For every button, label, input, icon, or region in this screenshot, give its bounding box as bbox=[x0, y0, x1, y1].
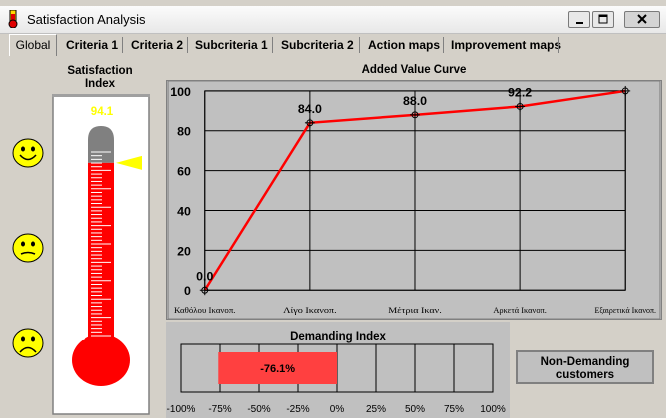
y-tick-label: 40 bbox=[177, 204, 191, 218]
tab-global[interactable]: Global bbox=[9, 34, 57, 56]
maximize-button[interactable] bbox=[592, 11, 614, 28]
window-title: Satisfaction Analysis bbox=[27, 12, 146, 27]
customer-status-box: Non-Demanding customers bbox=[516, 350, 654, 384]
close-icon bbox=[637, 14, 647, 24]
happy-face-icon bbox=[12, 138, 44, 168]
data-value-label: 92.2 bbox=[508, 86, 532, 100]
tab-improvement-maps[interactable]: Improvement maps bbox=[451, 38, 562, 52]
demanding-tick-label: -100% bbox=[167, 404, 196, 415]
tab-separator bbox=[122, 37, 123, 53]
thermometer-cap bbox=[88, 126, 114, 140]
sad-face-icon bbox=[12, 328, 44, 358]
minimize-icon bbox=[576, 22, 583, 24]
demanding-index-chart: -100% -75% -50% -25% 0% 25% 50% 75% 100% -76.1% bbox=[167, 343, 506, 415]
thermometer-fill bbox=[88, 162, 114, 346]
tab-separator bbox=[558, 37, 559, 53]
data-value-label: 84.0 bbox=[298, 102, 322, 116]
demanding-grid: -100% -75% -50% -25% 0% 25% 50% 75% 100% bbox=[167, 343, 506, 415]
x-tick-label: Αρκετά Ικανοπ. bbox=[493, 306, 547, 315]
added-value-curve-chart: 100 80 60 40 20 0 Καθόλου Ικανοπ. Λίγο Ικανοπ. Μ… bbox=[166, 80, 662, 320]
demanding-tick-label: 75% bbox=[444, 404, 464, 415]
title-bar[interactable]: Satisfaction Analysis bbox=[0, 6, 666, 34]
y-tick-label: 60 bbox=[177, 165, 191, 179]
demanding-tick-label: 25% bbox=[366, 404, 386, 415]
satisfaction-pointer-icon bbox=[116, 155, 142, 170]
y-tick-label: 100 bbox=[170, 85, 191, 99]
thermometer-scale-label: 50 bbox=[74, 239, 86, 251]
demanding-tick-label: 100% bbox=[480, 404, 506, 415]
y-tick-label: 0 bbox=[184, 284, 191, 298]
tab-criteria-1[interactable]: Criteria 1 bbox=[66, 38, 119, 52]
satisfaction-value-label: 94.1 bbox=[91, 106, 114, 118]
customer-status-line1: Non-Demanding bbox=[540, 356, 630, 368]
x-tick-label: Μέτρια Ικαν. bbox=[388, 306, 442, 315]
thermometer-scale-label: 80 bbox=[74, 184, 86, 196]
chart-background bbox=[167, 81, 661, 319]
close-button[interactable] bbox=[624, 11, 660, 28]
demanding-tick-label: -75% bbox=[208, 404, 231, 415]
tab-subcriteria-1[interactable]: Subcriteria 1 bbox=[195, 38, 268, 52]
thermometer-scale-label: 20 bbox=[74, 294, 86, 306]
thermometer-scale-label: 40 bbox=[74, 257, 86, 269]
tab-strip: Global Criteria 1 Criteria 2 Subcriteria… bbox=[0, 34, 666, 56]
tab-criteria-2[interactable]: Criteria 2 bbox=[131, 38, 184, 52]
thermometer-scale-label: 90 bbox=[74, 165, 86, 177]
x-tick-label: Εξαιρετικά Ικανοπ. bbox=[594, 306, 655, 315]
added-value-title: Added Value Curve bbox=[361, 64, 467, 76]
tab-separator bbox=[359, 37, 360, 53]
thermometer-bulb bbox=[72, 334, 130, 386]
tab-separator bbox=[443, 37, 444, 53]
demanding-bar bbox=[218, 352, 337, 384]
thermometer-scale-label: 10 bbox=[74, 313, 86, 325]
data-value-label: 88.0 bbox=[403, 94, 427, 108]
satisfaction-title-line1: Satisfaction bbox=[67, 65, 133, 77]
tab-separator bbox=[187, 37, 188, 53]
thermometer-scale-label: 0 bbox=[80, 331, 86, 343]
y-tick-label: 80 bbox=[177, 125, 191, 139]
minimize-button[interactable] bbox=[568, 11, 590, 28]
thermometer-scale-label: 30 bbox=[74, 276, 86, 288]
tab-action-maps[interactable]: Action maps bbox=[368, 38, 441, 52]
x-tick-label: Λίγο Ικανοπ. bbox=[283, 306, 337, 315]
data-value-label: 0.0 bbox=[196, 269, 213, 283]
tab-subcriteria-2[interactable]: Subcriteria 2 bbox=[281, 38, 354, 52]
demanding-index-title: Demanding Index bbox=[290, 331, 386, 343]
demanding-tick-label: 50% bbox=[405, 404, 425, 415]
thermometer-app-icon bbox=[8, 10, 18, 28]
thermometer-empty-tube bbox=[88, 140, 114, 152]
maximize-icon bbox=[598, 14, 608, 24]
thermometer-scale-label: 100 bbox=[68, 147, 86, 159]
demanding-tick-label: -50% bbox=[247, 404, 270, 415]
thermometer-body bbox=[72, 126, 130, 386]
satisfaction-index-title: Satisfaction Index bbox=[50, 65, 150, 91]
thermometer-scale-label: 70 bbox=[74, 202, 86, 214]
thermometer-scale-label: 60 bbox=[74, 221, 86, 233]
neutral-face-icon bbox=[12, 233, 44, 263]
y-tick-label: 20 bbox=[177, 244, 191, 258]
chart-marks: 0.0 84.0 88.0 92.2 100.0 bbox=[196, 80, 641, 296]
demanding-value-label: -76.1% bbox=[260, 363, 295, 375]
customer-status-line2: customers bbox=[555, 369, 615, 381]
data-value-label: 100.0 bbox=[610, 80, 641, 84]
x-tick-label: Καθόλου Ικανοπ. bbox=[174, 306, 235, 315]
demanding-marks: -76.1% bbox=[218, 352, 337, 384]
thermometer-frame-top bbox=[52, 94, 150, 97]
demanding-tick-label: -25% bbox=[286, 404, 309, 415]
demanding-tick-label: 0% bbox=[330, 404, 345, 415]
thermometer-empty-level bbox=[88, 152, 114, 163]
tab-separator bbox=[272, 37, 273, 53]
chart-grid: 100 80 60 40 20 0 Καθόλου Ικανοπ. Λίγο Ικανοπ. Μ… bbox=[170, 85, 656, 315]
satisfaction-title-line2: Index bbox=[84, 78, 116, 90]
